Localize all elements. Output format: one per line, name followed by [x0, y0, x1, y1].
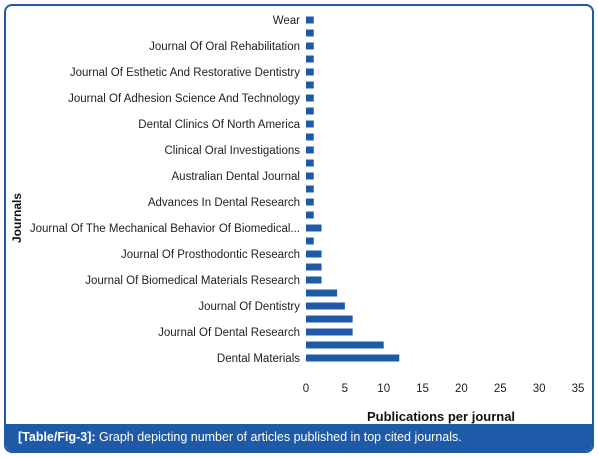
bar: [306, 315, 353, 323]
bar: [306, 120, 314, 128]
bar: [306, 237, 314, 245]
bar: [306, 263, 322, 271]
bar: [306, 185, 314, 193]
y-tick-label: Journal Of Esthetic And Restorative Dent…: [70, 67, 300, 79]
y-tick-label: Dental Materials: [217, 353, 300, 365]
x-axis-label: Publications per journal: [366, 409, 516, 424]
bar: [306, 250, 322, 258]
bar: [306, 55, 314, 63]
bar: [306, 354, 400, 362]
bar: [306, 29, 314, 37]
bar: [306, 172, 314, 180]
x-tick-label: 15: [416, 383, 429, 395]
bar: [306, 198, 314, 206]
y-tick-label: Journal Of Dental Research: [158, 327, 300, 339]
x-tick-label: 25: [494, 383, 507, 395]
bar: [306, 133, 314, 141]
y-tick-label: Journal Of Adhesion Science And Technolo…: [68, 93, 300, 105]
x-tick-label: 0: [303, 383, 309, 395]
x-tick-label: 35: [572, 383, 585, 395]
y-tick-label: Wear: [273, 15, 300, 27]
bar: [306, 224, 322, 232]
y-tick-label: Journal Of Oral Rehabilitation: [149, 41, 300, 53]
bar: [306, 289, 338, 297]
bar: [306, 16, 314, 24]
bar: [306, 146, 314, 154]
caption-label: [Table/Fig-3]:: [18, 430, 96, 444]
y-axis-label: Journals: [10, 192, 24, 244]
y-tick-label: Journal Of Biomedical Materials Research: [85, 275, 300, 287]
bar: [306, 211, 314, 219]
bar: [306, 328, 353, 336]
caption-text: Graph depicting number of articles publi…: [95, 430, 462, 444]
bar: [306, 107, 314, 115]
y-tick-label: Journal Of The Mechanical Behavior Of Bi…: [30, 223, 300, 235]
bar: [306, 341, 384, 349]
figure-caption: [Table/Fig-3]: Graph depicting number of…: [6, 424, 592, 451]
bar-chart: Wear Journal Of Oral Rehabilitation Journa…: [30, 15, 585, 395]
x-tick-label: 20: [455, 383, 468, 395]
y-tick-label: Clinical Oral Investigations: [164, 145, 300, 157]
bar: [306, 81, 314, 89]
y-tick-label: Journal Of Prosthodontic Research: [121, 249, 300, 261]
y-tick-label: Journal Of Dentistry: [198, 301, 300, 313]
x-tick-label: 10: [377, 383, 390, 395]
bar: [306, 159, 314, 167]
x-tick-label: 5: [342, 383, 348, 395]
bar: [306, 68, 314, 76]
y-tick-label: Dental Clinics Of North America: [138, 119, 300, 131]
bar: [306, 94, 314, 102]
y-tick-label: Advances In Dental Research: [148, 197, 300, 209]
chart-area: Wear Journal Of Oral Rehabilitation Journa…: [6, 6, 592, 424]
figure-frame: Wear Journal Of Oral Rehabilitation Journa…: [4, 4, 594, 453]
bar: [306, 302, 345, 310]
bar: [306, 276, 322, 284]
y-tick-label: Australian Dental Journal: [172, 171, 301, 183]
bar: [306, 42, 314, 50]
x-tick-label: 30: [533, 383, 546, 395]
